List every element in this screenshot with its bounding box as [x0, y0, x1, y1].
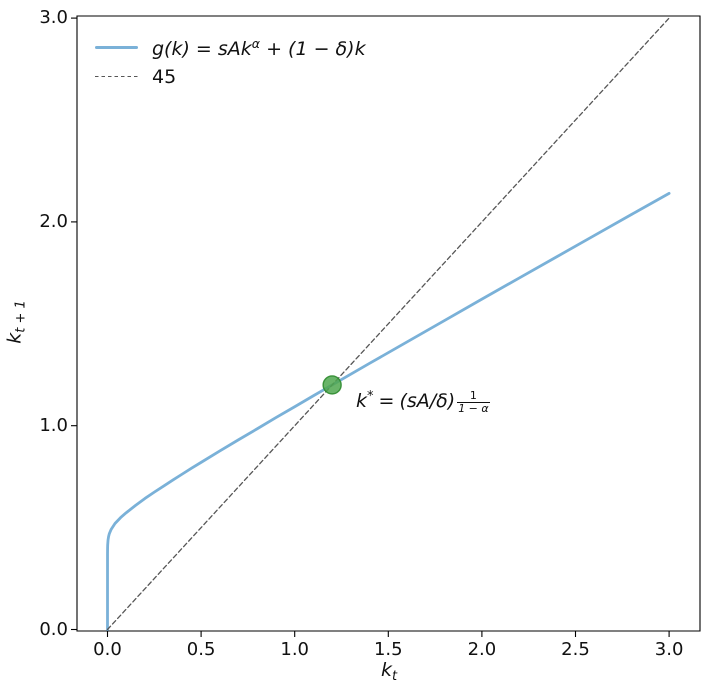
x-axis-label-subscript: t: [391, 669, 398, 684]
x-tick-label: 2.5: [561, 639, 590, 660]
line-45-degree: [106, 17, 670, 631]
annotation-star: *: [367, 389, 374, 404]
legend-sample-dashed-line: [95, 75, 138, 78]
legend: g(k) = sAkα + (1 − δ)k 45: [95, 33, 366, 91]
x-tick-label: 0.5: [186, 639, 216, 660]
fixed-point-annotation: k* = (sA/δ) 1 1 − α: [356, 389, 490, 415]
x-tick-label: 0.0: [93, 639, 122, 660]
legend-g-sup-alpha: α: [251, 35, 261, 51]
legend-g-post: + (1 − δ)k: [260, 37, 366, 60]
y-axis-label: kt + 1: [4, 300, 29, 344]
legend-entry-45: 45: [95, 62, 366, 91]
x-axis-label: kt: [381, 659, 397, 684]
annotation-expression: (sA/δ): [399, 390, 456, 412]
x-tick-label: 2.0: [467, 639, 497, 660]
x-tick-label: 1.5: [373, 639, 403, 660]
y-axis-label-subscript: t + 1: [13, 300, 29, 333]
legend-sample-solid-line: [95, 45, 138, 50]
annotation-equals: =: [378, 390, 395, 412]
fraction-denominator: 1 − α: [457, 402, 490, 416]
y-axis-label-base: k: [3, 332, 26, 344]
legend-entry-g: g(k) = sAkα + (1 − δ)k: [95, 33, 366, 62]
legend-label-45: 45: [152, 65, 177, 88]
y-tick-label: 0.0: [39, 618, 68, 640]
x-axis-label-base: k: [380, 659, 392, 681]
annotation-k: k: [356, 390, 368, 412]
y-tick-label: 2.0: [39, 210, 68, 232]
g-curve: [106, 191, 671, 631]
fraction-numerator: 1: [469, 389, 477, 402]
legend-g-pre: g(k) = sAk: [152, 37, 252, 60]
y-tick-label: 1.0: [39, 414, 68, 436]
steady-state-point: [322, 375, 342, 395]
x-tick-label: 3.0: [654, 639, 684, 660]
y-tick-label: 3.0: [39, 7, 68, 29]
legend-label-g: g(k) = sAkα + (1 − δ)k: [152, 36, 366, 60]
x-tick-label: 1.0: [280, 639, 310, 660]
